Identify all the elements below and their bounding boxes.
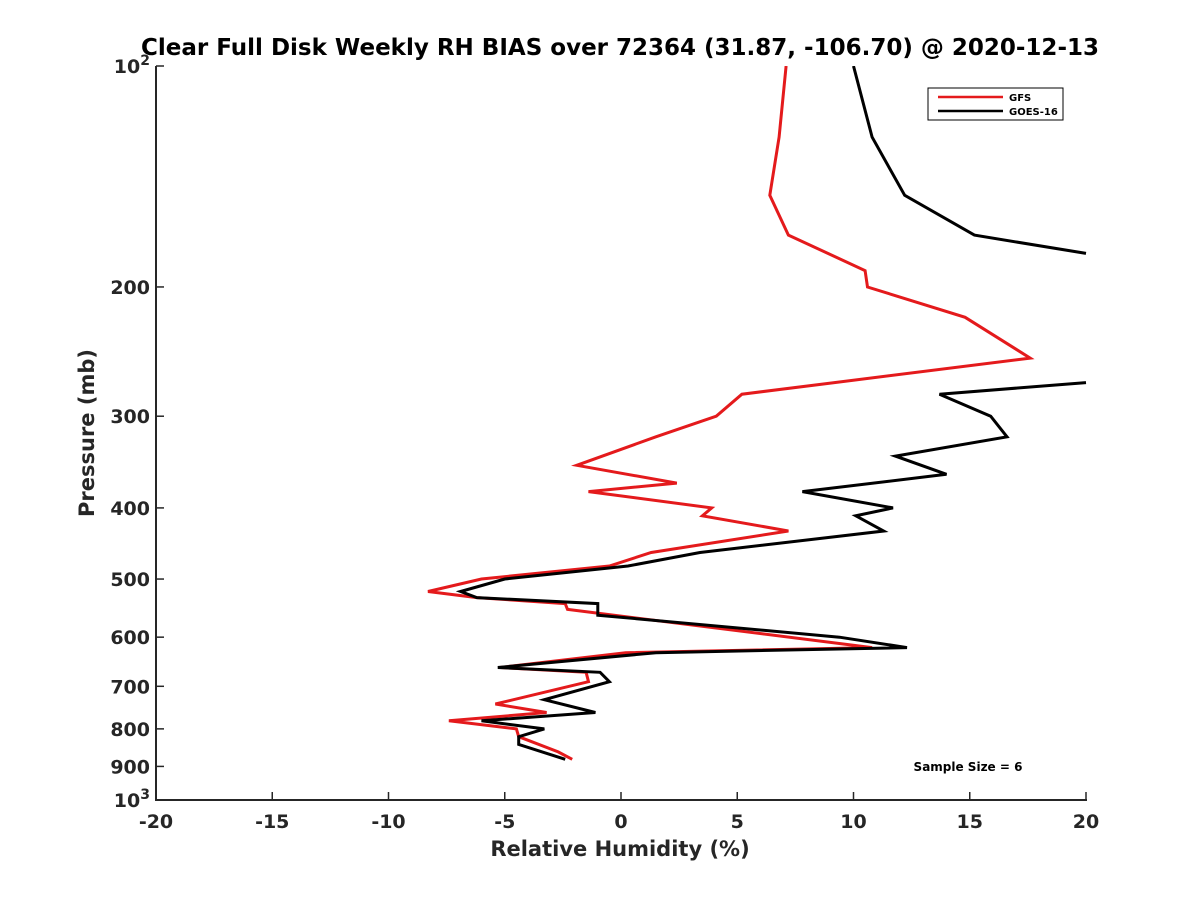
legend-label-gfs: GFS [1009, 93, 1031, 104]
y-tick-label: 102 [114, 53, 150, 78]
y-tick-label: 700 [110, 676, 150, 698]
y-tick-label: 600 [110, 627, 150, 649]
y-tick-label: 200 [110, 277, 150, 299]
y-axis-label: Pressure (mb) [75, 349, 99, 517]
y-ticks: 102 200 300 400 500 600 700 800 900 103 [110, 53, 164, 812]
x-tick-label: 5 [731, 811, 744, 833]
x-tick-label: 10 [840, 811, 866, 833]
y-tick-label: 800 [110, 719, 150, 741]
y-tick-label: 103 [114, 787, 150, 812]
x-tick-label: -15 [255, 811, 289, 833]
legend-box [927, 87, 1064, 121]
x-tick-label: -10 [371, 811, 405, 833]
series-line-gfs [427, 66, 1035, 761]
y-tick-label: 300 [110, 406, 150, 428]
x-ticks: -20 -15 -10 -5 0 5 10 15 20 [139, 792, 1099, 833]
y-tick-label: 900 [110, 756, 150, 778]
legend: GFS GOES-16 [927, 87, 1064, 121]
x-axis-label: Relative Humidity (%) [490, 837, 749, 861]
x-tick-label: 15 [957, 811, 983, 833]
x-tick-label: -5 [494, 811, 515, 833]
series-layer [427, 66, 1087, 761]
chart-title: Clear Full Disk Weekly RH BIAS over 7236… [141, 35, 1099, 61]
x-tick-label: 20 [1073, 811, 1099, 833]
x-tick-label: 0 [614, 811, 627, 833]
y-tick-label: 400 [110, 498, 150, 520]
sample-size-annotation: Sample Size = 6 [914, 760, 1023, 774]
legend-label-goes16: GOES-16 [1009, 107, 1058, 118]
x-tick-label: -20 [139, 811, 173, 833]
series-line-goes16 [455, 66, 1087, 761]
y-tick-label: 500 [110, 569, 150, 591]
